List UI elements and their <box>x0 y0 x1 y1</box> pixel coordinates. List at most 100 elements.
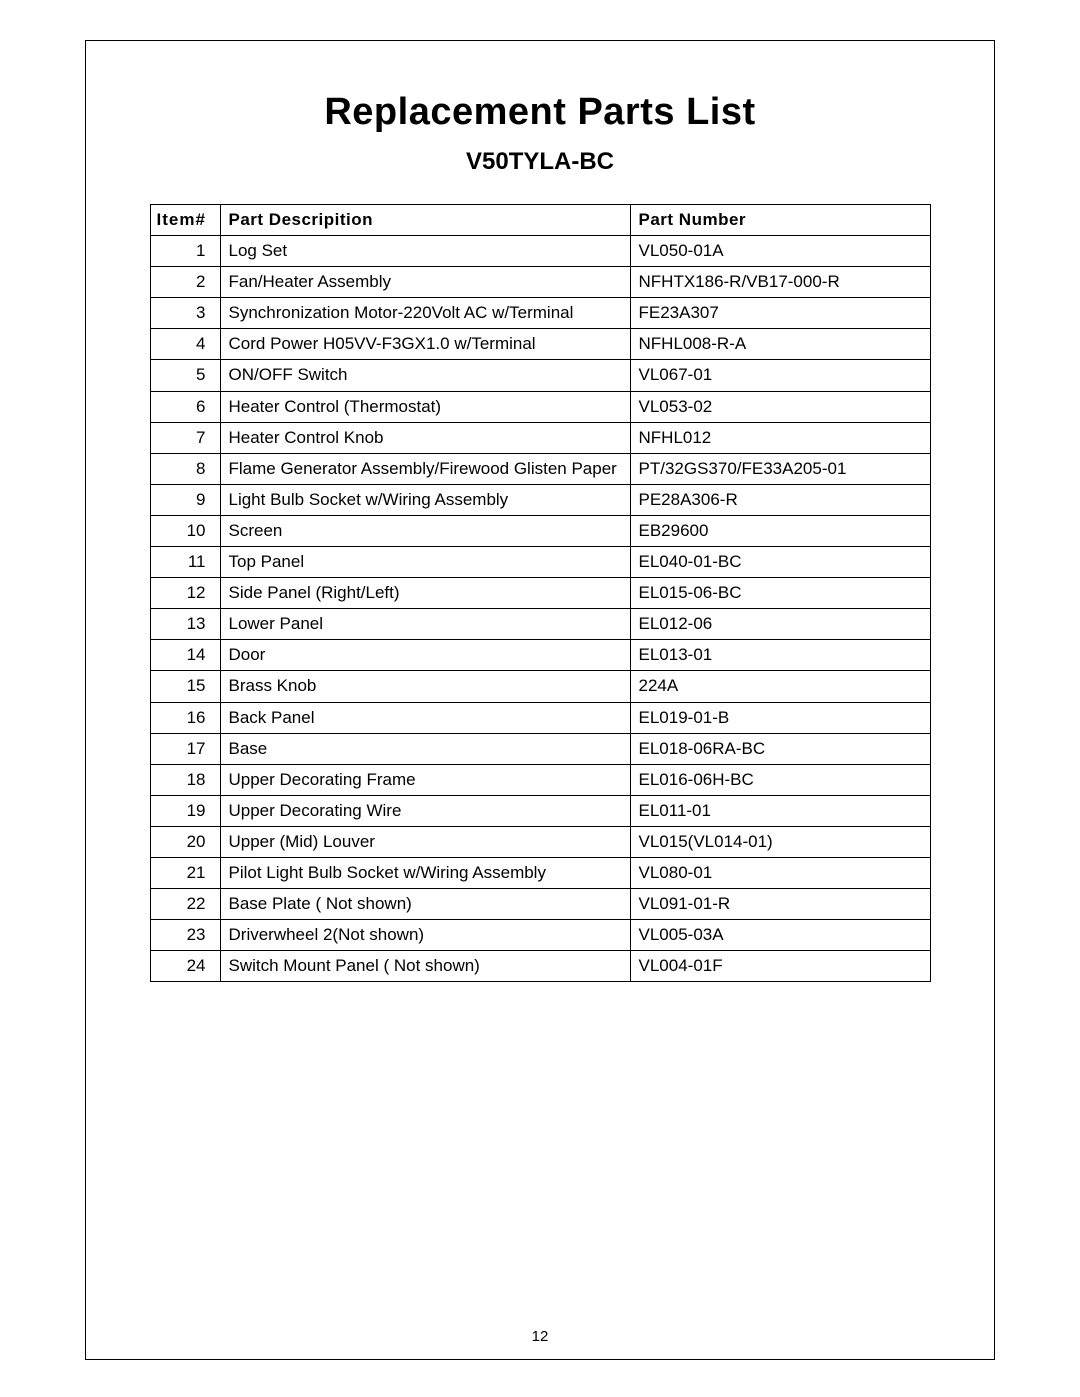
page: Replacement Parts List V50TYLA-BC Item# … <box>0 0 1080 1397</box>
item-number-cell: 21 <box>150 857 220 888</box>
item-number-cell: 18 <box>150 764 220 795</box>
part-description-cell: Top Panel <box>220 547 630 578</box>
part-number-cell: NFHL012 <box>630 422 930 453</box>
table-row: 15Brass Knob224A <box>150 671 930 702</box>
part-number-cell: FE23A307 <box>630 298 930 329</box>
col-header-description: Part Descripition <box>220 205 630 236</box>
table-row: 9Light Bulb Socket w/Wiring AssemblyPE28… <box>150 484 930 515</box>
part-description-cell: Screen <box>220 515 630 546</box>
table-row: 19Upper Decorating WireEL011-01 <box>150 795 930 826</box>
part-description-cell: Driverwheel 2(Not shown) <box>220 920 630 951</box>
table-row: 13Lower PanelEL012-06 <box>150 609 930 640</box>
item-number-cell: 22 <box>150 889 220 920</box>
item-number-cell: 5 <box>150 360 220 391</box>
table-row: 22Base Plate ( Not shown)VL091-01-R <box>150 889 930 920</box>
item-number-cell: 4 <box>150 329 220 360</box>
part-number-cell: VL015(VL014-01) <box>630 826 930 857</box>
table-row: 17BaseEL018-06RA-BC <box>150 733 930 764</box>
part-number-cell: EL012-06 <box>630 609 930 640</box>
part-description-cell: Lower Panel <box>220 609 630 640</box>
part-description-cell: Upper (Mid) Louver <box>220 826 630 857</box>
part-number-cell: EL015-06-BC <box>630 578 930 609</box>
item-number-cell: 23 <box>150 920 220 951</box>
table-row: 5ON/OFF SwitchVL067-01 <box>150 360 930 391</box>
table-header-row: Item# Part Descripition Part Number <box>150 205 930 236</box>
part-description-cell: Side Panel (Right/Left) <box>220 578 630 609</box>
part-number-cell: EB29600 <box>630 515 930 546</box>
table-row: 14DoorEL013-01 <box>150 640 930 671</box>
part-description-cell: Flame Generator Assembly/Firewood Gliste… <box>220 453 630 484</box>
page-number: 12 <box>86 1328 994 1345</box>
item-number-cell: 12 <box>150 578 220 609</box>
part-number-cell: VL067-01 <box>630 360 930 391</box>
model-subtitle: V50TYLA-BC <box>86 148 994 176</box>
part-description-cell: Cord Power H05VV-F3GX1.0 w/Terminal <box>220 329 630 360</box>
part-description-cell: Upper Decorating Wire <box>220 795 630 826</box>
part-description-cell: Upper Decorating Frame <box>220 764 630 795</box>
table-row: 1Log SetVL050-01A <box>150 236 930 267</box>
item-number-cell: 24 <box>150 951 220 982</box>
item-number-cell: 2 <box>150 267 220 298</box>
part-description-cell: Door <box>220 640 630 671</box>
part-number-cell: VL005-03A <box>630 920 930 951</box>
item-number-cell: 11 <box>150 547 220 578</box>
table-row: 12Side Panel (Right/Left)EL015-06-BC <box>150 578 930 609</box>
part-description-cell: Base Plate ( Not shown) <box>220 889 630 920</box>
item-number-cell: 6 <box>150 391 220 422</box>
item-number-cell: 17 <box>150 733 220 764</box>
part-description-cell: Base <box>220 733 630 764</box>
col-header-part-number: Part Number <box>630 205 930 236</box>
part-number-cell: VL050-01A <box>630 236 930 267</box>
part-number-cell: VL080-01 <box>630 857 930 888</box>
table-row: 21Pilot Light Bulb Socket w/Wiring Assem… <box>150 857 930 888</box>
item-number-cell: 20 <box>150 826 220 857</box>
table-row: 23 Driverwheel 2(Not shown)VL005-03A <box>150 920 930 951</box>
item-number-cell: 9 <box>150 484 220 515</box>
part-number-cell: PT/32GS370/FE33A205-01 <box>630 453 930 484</box>
part-number-cell: VL053-02 <box>630 391 930 422</box>
part-number-cell: VL004-01F <box>630 951 930 982</box>
table-row: 7Heater Control KnobNFHL012 <box>150 422 930 453</box>
part-description-cell: Heater Control Knob <box>220 422 630 453</box>
part-description-cell: Back Panel <box>220 702 630 733</box>
table-row: 2Fan/Heater AssemblyNFHTX186-R/VB17-000-… <box>150 267 930 298</box>
item-number-cell: 13 <box>150 609 220 640</box>
item-number-cell: 14 <box>150 640 220 671</box>
part-number-cell: NFHTX186-R/VB17-000-R <box>630 267 930 298</box>
table-body: 1Log SetVL050-01A2Fan/Heater AssemblyNFH… <box>150 236 930 982</box>
part-number-cell: 224A <box>630 671 930 702</box>
page-border: Replacement Parts List V50TYLA-BC Item# … <box>85 40 995 1360</box>
part-description-cell: Log Set <box>220 236 630 267</box>
table-row: 10ScreenEB29600 <box>150 515 930 546</box>
item-number-cell: 8 <box>150 453 220 484</box>
part-number-cell: EL013-01 <box>630 640 930 671</box>
col-header-item: Item# <box>150 205 220 236</box>
part-description-cell: Brass Knob <box>220 671 630 702</box>
item-number-cell: 16 <box>150 702 220 733</box>
part-number-cell: EL016-06H-BC <box>630 764 930 795</box>
table-row: 24Switch Mount Panel ( Not shown)VL004-0… <box>150 951 930 982</box>
part-number-cell: EL040-01-BC <box>630 547 930 578</box>
item-number-cell: 19 <box>150 795 220 826</box>
part-number-cell: VL091-01-R <box>630 889 930 920</box>
part-description-cell: ON/OFF Switch <box>220 360 630 391</box>
table-row: 4Cord Power H05VV-F3GX1.0 w/TerminalNFHL… <box>150 329 930 360</box>
page-title: Replacement Parts List <box>86 91 994 134</box>
item-number-cell: 3 <box>150 298 220 329</box>
part-number-cell: NFHL008-R-A <box>630 329 930 360</box>
table-row: 11Top PanelEL040-01-BC <box>150 547 930 578</box>
table-row: 16Back PanelEL019-01-B <box>150 702 930 733</box>
part-description-cell: Synchronization Motor-220Volt AC w/Termi… <box>220 298 630 329</box>
part-number-cell: PE28A306-R <box>630 484 930 515</box>
part-number-cell: EL018-06RA-BC <box>630 733 930 764</box>
table-row: 18Upper Decorating FrameEL016-06H-BC <box>150 764 930 795</box>
item-number-cell: 1 <box>150 236 220 267</box>
table-row: 6Heater Control (Thermostat)VL053-02 <box>150 391 930 422</box>
part-description-cell: Pilot Light Bulb Socket w/Wiring Assembl… <box>220 857 630 888</box>
item-number-cell: 7 <box>150 422 220 453</box>
part-description-cell: Light Bulb Socket w/Wiring Assembly <box>220 484 630 515</box>
part-number-cell: EL011-01 <box>630 795 930 826</box>
part-description-cell: Fan/Heater Assembly <box>220 267 630 298</box>
table-row: 8Flame Generator Assembly/Firewood Glist… <box>150 453 930 484</box>
part-number-cell: EL019-01-B <box>630 702 930 733</box>
